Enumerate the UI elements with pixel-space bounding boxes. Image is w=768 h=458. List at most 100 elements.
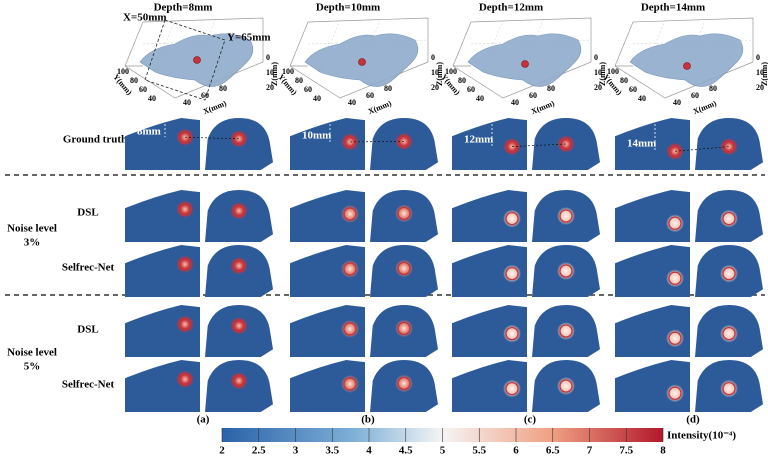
row-label: 3% xyxy=(24,237,41,249)
sagittal-slice xyxy=(290,190,365,242)
true-source xyxy=(559,324,573,338)
sagittal-slice xyxy=(452,118,527,170)
row-label: 5% xyxy=(24,361,41,373)
true-source xyxy=(722,326,736,341)
colorbar-tick-label: 2 xyxy=(219,445,225,457)
z-tick-label: 10 xyxy=(266,68,274,77)
true-source xyxy=(343,322,357,336)
z-tick-label: 20 xyxy=(756,83,764,92)
panel-label: (a) xyxy=(197,414,210,426)
sagittal-slice xyxy=(290,360,365,412)
slice-plane xyxy=(144,19,226,101)
sagittal-slice xyxy=(452,360,527,412)
row-label: Noise level xyxy=(7,347,57,359)
z-tick-label: 0 xyxy=(266,53,270,62)
row-label: DSL xyxy=(77,207,98,219)
depth-label: 12mm xyxy=(464,134,493,146)
x-tick-label: 80 xyxy=(384,84,392,93)
true-source xyxy=(178,202,192,216)
true-source xyxy=(232,374,246,388)
x-axis-label: X(mm) xyxy=(202,99,228,117)
x-tick-label: 60 xyxy=(529,91,537,100)
colorbar-tick-label: 6.5 xyxy=(546,445,560,457)
y-tick-label: 80 xyxy=(620,76,628,85)
source-3d xyxy=(193,56,201,64)
depth-guide xyxy=(349,141,405,143)
sagittal-slice xyxy=(290,305,365,357)
x-tick-label: 40 xyxy=(183,98,191,107)
column-header: Depth=12mm xyxy=(479,2,543,14)
true-source xyxy=(343,207,357,221)
y-tick-label: 80 xyxy=(458,76,466,85)
colorbar-tick-label: 3.5 xyxy=(325,445,339,457)
true-source xyxy=(178,257,192,271)
y-tick-label: 60 xyxy=(629,85,637,94)
z-tick-label: 10 xyxy=(594,68,602,77)
x-tick-label: 80 xyxy=(219,84,227,93)
y-tick-label: 40 xyxy=(476,94,484,103)
y-tick-label: 40 xyxy=(148,94,156,103)
depth-label: 14mm xyxy=(627,138,656,150)
colorbar-tick-label: 5 xyxy=(440,445,446,457)
column-header: Depth=14mm xyxy=(641,2,705,14)
true-source xyxy=(559,209,573,223)
true-source xyxy=(722,381,736,396)
x-axis-label: X(mm) xyxy=(692,99,718,117)
sagittal-slice xyxy=(452,245,527,297)
true-source xyxy=(668,331,682,345)
y-tick-label: 40 xyxy=(313,94,321,103)
true-source xyxy=(668,216,682,230)
z-tick-label: 10 xyxy=(431,68,439,77)
true-source xyxy=(559,264,573,278)
true-source xyxy=(232,204,246,218)
true-source xyxy=(668,386,682,400)
depth-guide xyxy=(674,146,730,152)
sagittal-slice xyxy=(452,190,527,242)
true-source xyxy=(397,261,411,276)
true-source xyxy=(178,317,192,331)
depth-label: 8mm xyxy=(137,126,161,138)
row-label: DSL xyxy=(77,324,98,336)
mouse-surface xyxy=(467,33,582,87)
panel-label: (c) xyxy=(524,414,537,426)
panel-label: (b) xyxy=(361,414,375,426)
x-tick-label: 60 xyxy=(366,91,374,100)
true-source xyxy=(505,211,519,226)
colorbar-tick-label: 4.5 xyxy=(399,445,413,457)
x-tick-label: 60 xyxy=(201,91,209,100)
true-source xyxy=(505,381,519,396)
true-source xyxy=(397,321,411,336)
depth-guide xyxy=(184,136,240,140)
colorbar-label: Intensity(10⁻⁴) xyxy=(667,430,736,442)
depth-guide xyxy=(511,143,567,147)
source-3d xyxy=(358,58,366,66)
y-tick-label: 80 xyxy=(130,76,138,85)
true-source xyxy=(668,271,682,285)
z-tick-label: 0 xyxy=(431,53,435,62)
true-source xyxy=(343,377,357,391)
x-axis-label: X(mm) xyxy=(530,99,556,117)
true-source xyxy=(668,144,682,158)
x-tick-label: 80 xyxy=(547,84,555,93)
x-tick-label: 40 xyxy=(511,98,519,107)
x-tick-label: 40 xyxy=(673,98,681,107)
x-tick-label: 80 xyxy=(709,84,717,93)
true-source xyxy=(722,266,736,281)
depth-label: 10mm xyxy=(302,130,331,142)
panel-label: (d) xyxy=(686,414,700,426)
y-tick-label: 100 xyxy=(117,67,129,76)
y-tick-label: 60 xyxy=(139,85,147,94)
row-label: Selfrec-Net xyxy=(62,379,115,391)
z-tick-label: 20 xyxy=(266,83,274,92)
true-source xyxy=(397,376,411,391)
row-label: Ground truth xyxy=(63,134,127,146)
true-source xyxy=(722,211,736,226)
y-tick-label: 100 xyxy=(445,67,457,76)
true-source xyxy=(505,266,519,281)
y-tick-label: 40 xyxy=(638,94,646,103)
sagittal-slice xyxy=(290,118,365,170)
colorbar-tick-label: 3 xyxy=(293,445,299,457)
column-header: Depth=10mm xyxy=(316,2,380,14)
colorbar-tick-label: 6 xyxy=(513,445,519,457)
